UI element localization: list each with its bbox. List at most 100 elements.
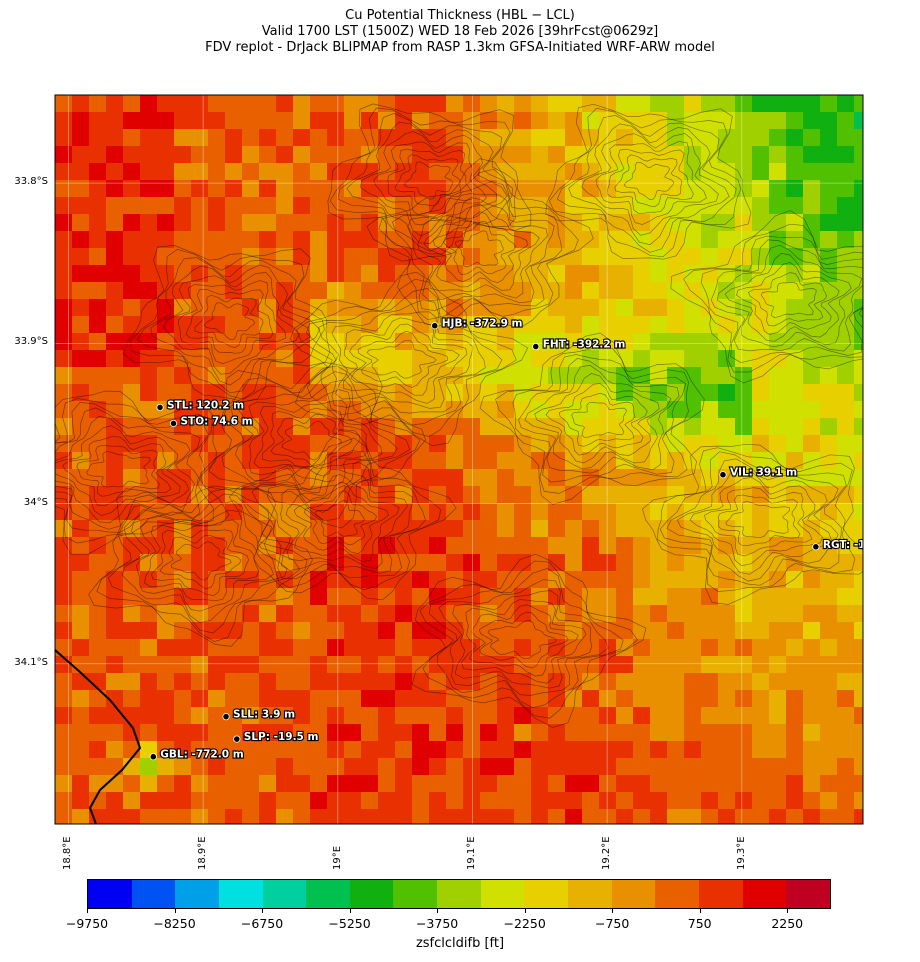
field-cell [55, 350, 73, 368]
field-cell [786, 656, 804, 674]
field-cell [242, 163, 260, 181]
field-cell [633, 537, 651, 555]
field-cell [565, 554, 583, 572]
field-cell [72, 605, 90, 623]
field-cell [446, 707, 464, 725]
field-cell [327, 656, 345, 674]
field-cell [293, 95, 311, 113]
field-cell [429, 214, 447, 232]
field-cell [327, 367, 345, 385]
field-cell [463, 350, 481, 368]
field-cell [344, 656, 362, 674]
field-cell [429, 673, 447, 691]
field-cell [412, 95, 430, 113]
field-cell [701, 537, 719, 555]
field-cell [208, 775, 226, 793]
field-cell [72, 656, 90, 674]
field-cell [140, 350, 158, 368]
field-cell [174, 333, 192, 351]
field-cell [837, 333, 855, 351]
field-cell [361, 724, 379, 742]
colorbar [87, 879, 831, 909]
field-cell [174, 452, 192, 470]
field-cell [650, 452, 668, 470]
field-cell [565, 282, 583, 300]
field-cell [89, 554, 107, 572]
field-cell [378, 588, 396, 606]
field-cell [276, 503, 294, 521]
field-cell [412, 469, 430, 487]
contour-line [62, 435, 172, 507]
contour-line [208, 365, 421, 522]
field-cell [684, 146, 702, 164]
field-cell [361, 605, 379, 623]
field-cell [310, 486, 328, 504]
field-cell [514, 350, 532, 368]
field-cell [242, 707, 260, 725]
field-cell [667, 163, 685, 181]
field-cell [701, 758, 719, 776]
field-cell [463, 775, 481, 793]
field-cell [55, 537, 73, 555]
field-cell [531, 690, 549, 708]
contour-line [170, 541, 232, 581]
field-cell [650, 486, 668, 504]
field-cell [208, 95, 226, 113]
field-cell [395, 299, 413, 317]
field-cell [599, 571, 617, 589]
field-cell [89, 486, 107, 504]
field-cell [701, 707, 719, 725]
field-cell [72, 554, 90, 572]
field-cell [514, 418, 532, 436]
field-cell [191, 367, 209, 385]
colorbar-swatch [524, 880, 569, 908]
field-cell [650, 231, 668, 249]
field-cell [55, 809, 73, 824]
contour-line [670, 210, 863, 384]
field-cell [497, 418, 515, 436]
field-cell [497, 350, 515, 368]
field-cell [310, 367, 328, 385]
field-cell [361, 690, 379, 708]
field-cell [140, 486, 158, 504]
field-cell [718, 197, 736, 215]
field-cell [378, 469, 396, 487]
field-cell [769, 656, 787, 674]
contour-line [314, 500, 365, 537]
field-cell [514, 384, 532, 402]
field-cell [718, 741, 736, 759]
field-cell [701, 486, 719, 504]
field-cell [565, 792, 583, 810]
field-cell [412, 656, 430, 674]
field-cell [616, 503, 634, 521]
field-cell [395, 146, 413, 164]
colorbar-tick-label: 2250 [771, 916, 804, 931]
field-cell [429, 231, 447, 249]
field-cell [837, 180, 855, 198]
field-cell [565, 299, 583, 317]
field-cell [548, 503, 566, 521]
field-cell [276, 95, 294, 113]
field-cell [55, 418, 73, 436]
colorbar-tick-label: −9750 [65, 916, 109, 931]
field-cell [242, 605, 260, 623]
field-cell [361, 809, 379, 824]
colorbar-tick-mark [612, 909, 614, 913]
field-cell [633, 282, 651, 300]
field-cell [803, 112, 821, 130]
contour-line [666, 458, 839, 582]
field-cell [412, 673, 430, 691]
field-cell [106, 724, 124, 742]
field-cell [820, 792, 838, 810]
field-cell [786, 792, 804, 810]
field-cell [140, 690, 158, 708]
field-cell [225, 554, 243, 572]
field-cell [582, 316, 600, 334]
field-cell [327, 112, 345, 130]
field-cell [667, 673, 685, 691]
field-cell [650, 622, 668, 640]
field-cell [429, 554, 447, 572]
field-cell [412, 231, 430, 249]
field-cell [327, 605, 345, 623]
field-cell [786, 282, 804, 300]
